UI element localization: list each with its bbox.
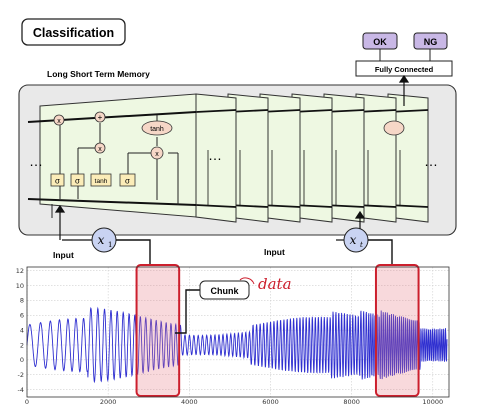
chunk-label-box <box>199 280 250 300</box>
cell-frame-hidden-line <box>195 204 237 208</box>
cell-frame-state-line <box>195 109 237 113</box>
chunk-pointer <box>175 289 200 334</box>
x-tick-label: 6000 <box>262 398 279 406</box>
input-label-left: Input <box>53 250 74 260</box>
candidate-tanh-label: tanh <box>95 178 108 185</box>
forget-gate-label: σ <box>55 177 60 186</box>
chunk-label: Chunk <box>211 286 240 296</box>
y-tick-label: 4 <box>20 326 24 334</box>
handwritten-stroke <box>239 277 255 285</box>
y-tick-label: -4 <box>18 386 24 394</box>
add-op <box>94 111 106 123</box>
output-gate-box <box>119 173 136 187</box>
chunk-highlight <box>374 264 420 397</box>
output-ng-label: NG <box>424 37 438 47</box>
hidden-state-line <box>27 198 197 206</box>
signal-line <box>26 306 448 384</box>
output-ok-label: OK <box>373 37 387 47</box>
signal-chart: 0 2000 4000 6000 8000 10000 -4 -2 0 2 4 6 8 10 12 <box>16 264 450 406</box>
y-tick-label: -2 <box>18 371 24 379</box>
add-label: + <box>98 113 103 122</box>
chart-chunks <box>135 264 420 397</box>
x-tick-label: 2000 <box>100 398 117 406</box>
x-tick-label: 0 <box>25 398 29 406</box>
chunk-connectors <box>116 239 393 266</box>
candidate-tanh-box <box>90 173 112 187</box>
x-tick-label: 10000 <box>422 398 443 406</box>
page-title: Classification <box>33 26 114 40</box>
input-x1-subscript: 1 <box>108 241 112 249</box>
lstm-front-cell: σ σ tanh σ x + x x tanh <box>27 93 197 218</box>
y-tick-label: 2 <box>20 341 24 349</box>
title-box <box>21 18 126 46</box>
input-label-right: Input <box>264 247 285 257</box>
input-gate-box <box>70 173 85 187</box>
ellipsis-right: … <box>424 153 438 169</box>
input-xt-symbol: x <box>350 233 357 247</box>
ellipsis-left: … <box>29 153 43 169</box>
forget-multiply-op <box>53 114 65 126</box>
y-tick-label: 8 <box>20 297 24 305</box>
tanh-op-label: tanh <box>150 126 164 133</box>
input-xt-subscript: t <box>360 241 363 249</box>
diagram-subtitle: Long Short Term Memory <box>47 69 150 79</box>
ellipsis-mid: … <box>208 147 222 163</box>
y-tick-label: 6 <box>20 312 24 320</box>
output-arrow <box>398 74 410 106</box>
output-connectors <box>379 49 431 61</box>
chart-frame <box>26 266 450 398</box>
last-cell-tanh-op <box>383 120 405 136</box>
input-gate-label: σ <box>75 177 80 186</box>
cell-stack <box>195 93 429 223</box>
handwritten-note: data <box>258 275 292 293</box>
output-multiply-label: x <box>155 151 159 158</box>
y-tick-label: 12 <box>16 267 24 275</box>
input-x1-symbol: x <box>98 233 105 247</box>
output-gate-label: σ <box>125 177 130 186</box>
input-multiply-label: x <box>98 146 102 153</box>
y-tick-label: 0 <box>20 356 24 364</box>
input-multiply-op <box>94 142 106 154</box>
x-tick-label: 4000 <box>181 398 198 406</box>
forget-gate-box <box>50 173 65 187</box>
forget-multiply-label: x <box>57 118 61 125</box>
output-multiply-op <box>150 146 164 160</box>
chart-x-ticks: 0 2000 4000 6000 8000 10000 <box>25 398 443 406</box>
chart-y-ticks: -4 -2 0 2 4 6 8 10 12 <box>16 267 24 394</box>
fully-connected-label: Fully Connected <box>375 65 434 74</box>
chunk-highlight <box>135 264 181 397</box>
input-arrows <box>54 204 366 241</box>
x-tick-label: 8000 <box>343 398 360 406</box>
y-tick-label: 10 <box>16 282 24 290</box>
